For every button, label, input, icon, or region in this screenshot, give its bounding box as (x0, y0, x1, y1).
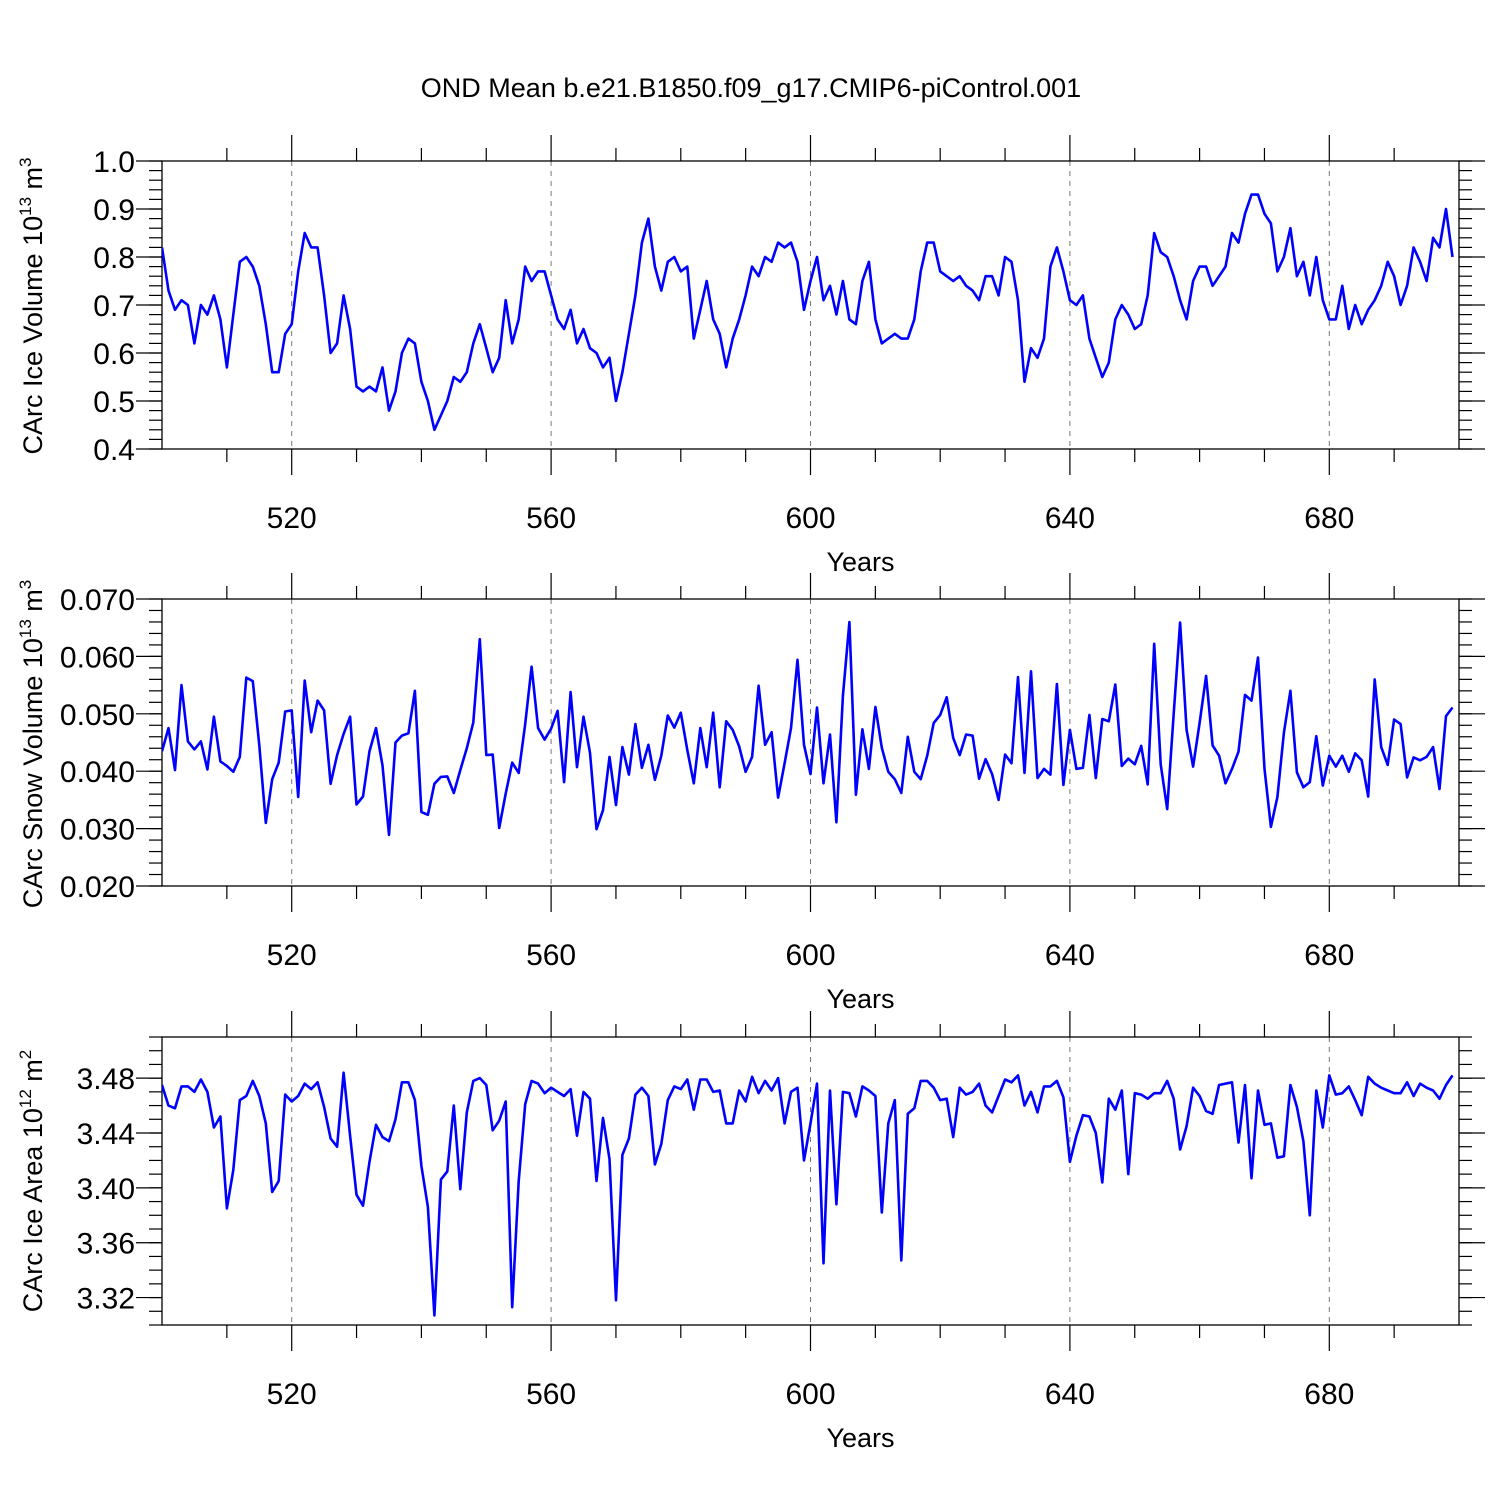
ice-area-panel-y-tick-label: 3.44 (77, 1118, 135, 1151)
ice-volume-panel-x-tick-label: 520 (267, 502, 317, 535)
snow-volume-panel-y-tick-label: 0.020 (60, 871, 135, 904)
ice-area-panel-y-tick-label: 3.48 (77, 1063, 135, 1096)
snow-volume-panel-y-axis-label: CArc Snow Volume 1013 m3 (16, 580, 48, 909)
snow-volume-panel-x-tick-label: 640 (1045, 939, 1095, 972)
ice-volume-panel-x-tick-label: 680 (1304, 502, 1354, 535)
ice-area-panel-x-tick-label: 680 (1304, 1378, 1354, 1411)
ice-volume-panel-y-tick-label: 0.8 (93, 242, 135, 275)
ice-volume-panel-y-tick-label: 0.7 (93, 290, 135, 323)
snow-volume-panel-x-axis-label: Years (826, 984, 894, 1014)
ice-volume-panel-y-tick-label: 0.6 (93, 338, 135, 371)
ice-area-panel-y-label-unit: m (18, 1059, 48, 1089)
ice-volume-panel-x-tick-label: 600 (785, 502, 835, 535)
ice-volume-panel-x-tick-label: 560 (526, 502, 576, 535)
ice-area-panel-x-tick-label: 600 (785, 1378, 835, 1411)
ice-area-panel-y-tick-label: 3.36 (77, 1228, 135, 1261)
ice-area-panel-x-tick-label: 520 (267, 1378, 317, 1411)
ice-area-panel-y-tick-label: 3.32 (77, 1283, 135, 1316)
ice-area-panel-x-axis-label: Years (826, 1423, 894, 1453)
ice-volume-panel-y-label-text: CArc Ice Volume 10 (18, 216, 48, 455)
snow-volume-panel-x-tick-label: 560 (526, 939, 576, 972)
ice-volume-panel-y-label-unit: m (18, 167, 48, 197)
ice-volume-panel-y-label-unit-exponent: 3 (16, 157, 35, 166)
snow-volume-panel-x-tick-label: 600 (785, 939, 835, 972)
snow-volume-panel-y-tick-label: 0.040 (60, 756, 135, 789)
ice-volume-panel-frame (161, 160, 1460, 450)
ice-volume-panel-x-tick-label: 640 (1045, 502, 1095, 535)
snow-volume-panel-x-tick-label: 680 (1304, 939, 1354, 972)
ice-volume-panel-y-tick-label: 0.9 (93, 194, 135, 227)
ice-area-panel-y-label-text: CArc Ice Area 10 (18, 1108, 48, 1312)
figure-title: OND Mean b.e21.B1850.f09_g17.CMIP6-piCon… (421, 73, 1081, 103)
snow-volume-panel-x-tick-label: 520 (267, 939, 317, 972)
ice-area-panel-frame (161, 1036, 1460, 1326)
snow-volume-panel-series-line (162, 620, 1454, 837)
ice-volume-panel-y-axis-label: CArc Ice Volume 1013 m3 (16, 157, 48, 454)
chart-panels: 520 560 600 640 680 0.4 0.5 0.6 0.7 0.8 0.9 1.0 Year… (16, 135, 1485, 1453)
ice-volume-panel-y-label-exponent: 13 (16, 197, 35, 216)
ice-area-panel-y-label-unit-exponent: 2 (16, 1050, 35, 1059)
ice-volume-panel-series-line (162, 193, 1454, 432)
snow-volume-panel: 520 560 600 640 680 0.020 0.030 0.040 0.050 0.060… (16, 573, 1485, 1014)
snow-volume-panel-y-label-text: CArc Snow Volume 10 (18, 638, 48, 908)
snow-volume-panel-y-tick-label: 0.060 (60, 641, 135, 674)
ice-volume-panel-y-tick-label: 0.4 (93, 434, 135, 467)
ice-area-panel: 520 560 600 640 680 3.32 3.36 3.40 3.44 3.48 Years… (16, 1011, 1485, 1453)
snow-volume-panel-y-label-exponent: 13 (16, 619, 35, 638)
ice-area-panel-y-label-exponent: 12 (16, 1089, 35, 1108)
ice-volume-panel-y-tick-label: 0.5 (93, 386, 135, 419)
snow-volume-panel-frame (161, 598, 1460, 887)
ice-area-panel-y-axis-label: CArc Ice Area 1012 m2 (16, 1050, 48, 1313)
snow-volume-panel-y-tick-label: 0.030 (60, 814, 135, 847)
ice-volume-panel-x-axis-label: Years (826, 547, 894, 577)
ice-area-panel-series-line (162, 1071, 1454, 1317)
ice-volume-panel-y-tick-label: 1.0 (93, 146, 135, 179)
ice-area-panel-x-tick-label: 560 (526, 1378, 576, 1411)
snow-volume-panel-y-label-unit: m (18, 589, 48, 619)
snow-volume-panel-y-label-unit-exponent: 3 (16, 580, 35, 589)
ice-area-panel-x-tick-label: 640 (1045, 1378, 1095, 1411)
snow-volume-panel-y-tick-label: 0.070 (60, 584, 135, 617)
ice-area-panel-y-tick-label: 3.40 (77, 1173, 135, 1206)
snow-volume-panel-y-tick-label: 0.050 (60, 699, 135, 732)
ice-volume-panel: 520 560 600 640 680 0.4 0.5 0.6 0.7 0.8 0.9 1.0 Year… (16, 135, 1485, 577)
